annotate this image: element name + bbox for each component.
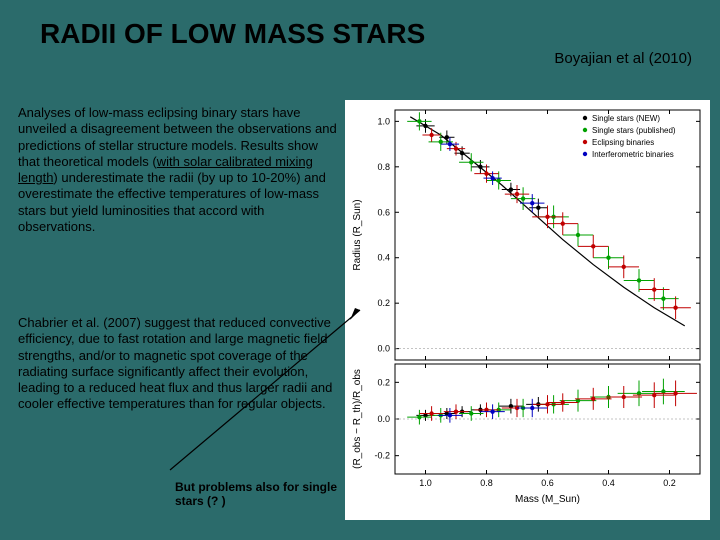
svg-text:Interferometric binaries: Interferometric binaries	[592, 150, 674, 159]
svg-text:Single stars (NEW): Single stars (NEW)	[592, 114, 660, 123]
citation: Boyajian et al (2010)	[554, 50, 692, 68]
svg-text:0.4: 0.4	[377, 253, 390, 263]
svg-text:0.0: 0.0	[377, 414, 390, 424]
para1-text-b: ) underestimate the radii (by up to 10-2…	[18, 170, 326, 234]
paragraph-2: Chabrier et al. (2007) suggest that redu…	[18, 315, 338, 413]
paragraph-1: Analyses of low-mass eclipsing binary st…	[18, 105, 338, 235]
svg-text:Radius (R_Sun): Radius (R_Sun)	[352, 199, 363, 270]
svg-text:0.4: 0.4	[602, 478, 615, 488]
svg-text:0.8: 0.8	[480, 478, 493, 488]
svg-text:0.2: 0.2	[377, 298, 390, 308]
caption: But problems also for single stars (? )	[175, 480, 365, 509]
slide-title: RADII OF LOW MASS STARS	[40, 18, 425, 50]
svg-text:0.0: 0.0	[377, 344, 390, 354]
svg-text:1.0: 1.0	[419, 478, 432, 488]
svg-text:0.8: 0.8	[377, 162, 390, 172]
svg-text:(R_obs − R_th)/R_obs: (R_obs − R_th)/R_obs	[352, 369, 363, 469]
svg-text:0.2: 0.2	[663, 478, 676, 488]
svg-text:Eclipsing binaries: Eclipsing binaries	[592, 138, 654, 147]
svg-text:Mass (M_Sun): Mass (M_Sun)	[515, 494, 580, 505]
svg-text:0.2: 0.2	[377, 377, 390, 387]
svg-text:0.6: 0.6	[541, 478, 554, 488]
svg-text:1.0: 1.0	[377, 116, 390, 126]
svg-text:Single stars (published): Single stars (published)	[592, 126, 676, 135]
svg-text:-0.2: -0.2	[374, 451, 390, 461]
chart-panel: 0.0 0.2 0.4 0.6 0.8 1.0 Radius (R_Sun) 1.0 0.8 0.…	[345, 100, 710, 520]
svg-text:0.6: 0.6	[377, 207, 390, 217]
